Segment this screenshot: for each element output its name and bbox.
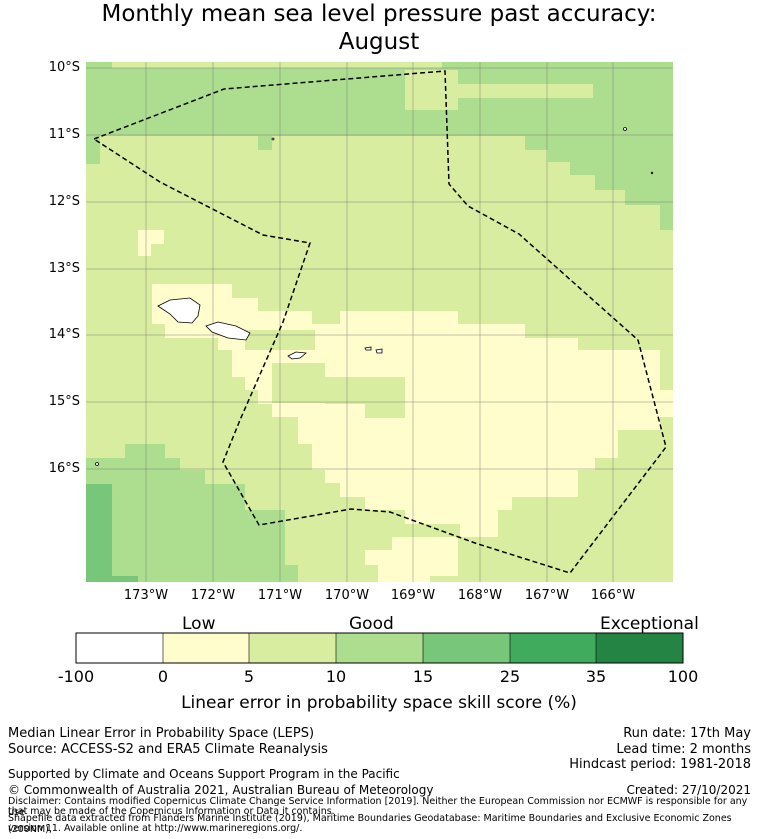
colorbar-title: Linear error in probability space skill …	[181, 693, 577, 713]
footer-disclaimer-1: Disclaimer: Contains modified Copernicus…	[8, 796, 748, 818]
region-fair-patch-4	[245, 330, 315, 350]
region-low-central	[152, 284, 673, 582]
region-fair-patch-1	[272, 363, 325, 403]
colorbar-segment-exceptional	[596, 633, 683, 663]
island-small-east	[623, 127, 627, 131]
footer-run-date: Run date: 17th May	[623, 726, 751, 741]
footer-leps: Median Linear Error in Probability Space…	[8, 726, 315, 741]
colorbar	[75, 632, 684, 664]
region-low-spot-2	[138, 244, 151, 256]
island-savaii	[157, 297, 201, 324]
footer-disclaimer-2: that may be made of the Copernicus Infor…	[8, 806, 335, 817]
colorbar-tick: 25	[499, 667, 521, 686]
lon-label-171w: 171°W	[257, 588, 303, 603]
lon-label-166w: 166°W	[590, 588, 636, 603]
footer-lead-time: Lead time: 2 months	[616, 742, 751, 757]
region-very-good	[86, 484, 112, 582]
colorbar-tick: 10	[325, 667, 347, 686]
footer-shapefile-2: version 11. Available online at http://w…	[8, 823, 303, 834]
island-swains	[271, 137, 275, 141]
region-low-spot	[138, 230, 164, 244]
footer-support: Supported by Climate and Oceans Support …	[8, 767, 400, 781]
colorbar-segment-excellent	[510, 633, 596, 663]
region-good-southwest	[86, 444, 298, 582]
title-line-1: Monthly mean sea level pressure past acc…	[101, 1, 657, 27]
lat-label-16s: 16°S	[48, 461, 80, 476]
island-manua-2	[375, 348, 383, 354]
region-very-good-2	[112, 576, 138, 582]
lat-label-15s: 15°S	[48, 394, 80, 409]
footer-copyright: © Commonwealth of Australia 2021, Austra…	[8, 783, 434, 797]
colorbar-frame	[75, 632, 684, 664]
colorbar-tick: -100	[57, 667, 95, 686]
colorbar-segment-very-good	[423, 633, 510, 663]
island-upolu	[205, 321, 251, 341]
colorbar-category-low: Low	[182, 614, 216, 634]
region-good-north	[86, 62, 673, 230]
colorbar-tick: 35	[585, 667, 607, 686]
islands	[95, 127, 654, 466]
colorbar-category-good: Good	[349, 614, 394, 634]
region-fair-patch-2	[325, 377, 405, 404]
lon-label-170w: 170°W	[324, 588, 370, 603]
lat-label-11s: 11°S	[48, 127, 80, 142]
footer-created: Created: 27/10/2021	[626, 783, 751, 797]
lat-label-14s: 14°S	[48, 327, 80, 342]
colorbar-segment-fair	[249, 633, 336, 663]
region-fair-patch-3	[365, 404, 405, 418]
title-line-2: August	[338, 29, 420, 55]
footer-hindcast-period: Hindcast period: 1981-2018	[569, 757, 751, 772]
colorbar-tick: 0	[157, 667, 169, 686]
colorbar-segment-good	[336, 633, 423, 663]
colorbar-tick: 100	[667, 667, 699, 686]
lon-label-167w: 167°W	[524, 588, 570, 603]
lon-label-169w: 169°W	[390, 588, 436, 603]
island-small-west	[95, 462, 99, 466]
region-fair-top	[112, 62, 442, 68]
region-fair-top2	[405, 70, 458, 110]
colorbar-segment-low	[163, 633, 249, 663]
colorbar-tick: 15	[412, 667, 434, 686]
island-tutuila	[287, 351, 307, 360]
map-title: Monthly mean sea level pressure past acc…	[0, 0, 758, 56]
colorbar-segment-very-low	[76, 633, 163, 663]
colorbar-tick: 5	[243, 667, 255, 686]
region-fair-top3	[458, 84, 593, 98]
lat-label-13s: 13°S	[48, 261, 80, 276]
island-small-east-2	[650, 171, 654, 175]
footer-shapefile-1: Shapefile data extracted from Flanders M…	[8, 813, 732, 835]
colorbar-category-exceptional: Exceptional	[600, 614, 699, 634]
footer-source: Source: ACCESS-S2 and ERA5 Climate Reana…	[8, 742, 328, 757]
lon-label-172w: 172°W	[190, 588, 236, 603]
island-manua-1	[364, 346, 372, 351]
lat-label-10s: 10°S	[48, 60, 80, 75]
lat-label-12s: 12°S	[48, 194, 80, 209]
lon-label-173w: 173°W	[123, 588, 169, 603]
lon-label-168w: 168°W	[457, 588, 503, 603]
map-gridlines	[86, 62, 673, 582]
